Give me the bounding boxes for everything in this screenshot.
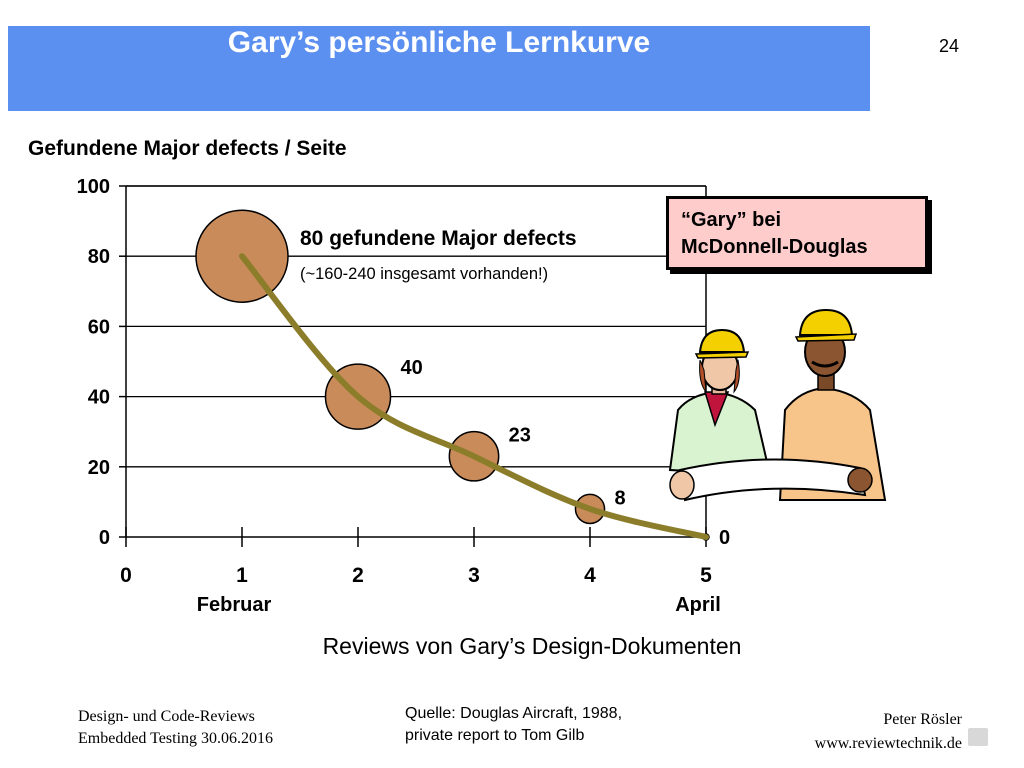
y-tick-label: 80	[88, 246, 110, 268]
data-label: 8	[615, 487, 626, 509]
footer-left-line-2: Embedded Testing 30.06.2016	[78, 730, 274, 747]
callout-line-1: “Gary” bei	[681, 209, 782, 231]
month-label: April	[675, 594, 721, 616]
x-tick-label: 2	[352, 564, 364, 587]
annotation-main: 80 gefundene Major defects	[300, 227, 577, 250]
footer-author-line-2: www.reviewtechnik.de	[814, 735, 962, 752]
x-axis-label: Reviews von Gary’s Design-Dokumenten	[322, 633, 742, 659]
annotation-sub: (~160-240 insgesamt vorhanden!)	[300, 265, 549, 283]
footer-author-line-1: Peter Rösler	[883, 711, 962, 728]
slide-title: Gary’s persönliche Lernkurve	[227, 26, 651, 59]
x-tick-label: 0	[120, 564, 132, 587]
y-tick-label: 60	[88, 316, 110, 338]
footer-author: Peter Rösler www.reviewtechnik.de	[815, 708, 962, 756]
footer-left: Design- und Code-Reviews Embedded Testin…	[78, 706, 273, 750]
y-tick-label: 20	[88, 457, 110, 479]
footer-source-line-1: Quelle: Douglas Aircraft, 1988,	[405, 705, 623, 722]
month-label: Februar	[197, 594, 272, 616]
footer-left-line-1: Design- und Code-Reviews	[78, 708, 255, 725]
x-tick-label: 5	[700, 564, 712, 587]
data-label: 23	[509, 425, 531, 447]
y-tick-label: 40	[88, 387, 110, 409]
x-tick-label: 3	[468, 564, 480, 587]
callout-line-2: McDonnell-Douglas	[681, 236, 868, 258]
reviewtechnik-logo-icon	[968, 728, 988, 746]
data-label: 40	[401, 357, 423, 379]
x-tick-label: 4	[584, 564, 596, 587]
construction-workers-illustration	[668, 308, 887, 502]
chart-title: Gefundene Major defects / Seite	[28, 137, 347, 160]
y-tick-label: 0	[99, 527, 110, 549]
page-number: 24	[939, 36, 960, 56]
x-tick-label: 1	[236, 564, 248, 587]
footer-source: Quelle: Douglas Aircraft, 1988, private …	[405, 703, 622, 747]
title-bar	[8, 26, 870, 111]
series-curve	[239, 253, 709, 540]
data-label: 0	[719, 527, 730, 549]
y-tick-label: 100	[77, 176, 110, 198]
callout-box: “Gary” bei McDonnell-Douglas	[666, 196, 928, 270]
footer-source-line-2: private report to Tom Gilb	[405, 727, 585, 744]
